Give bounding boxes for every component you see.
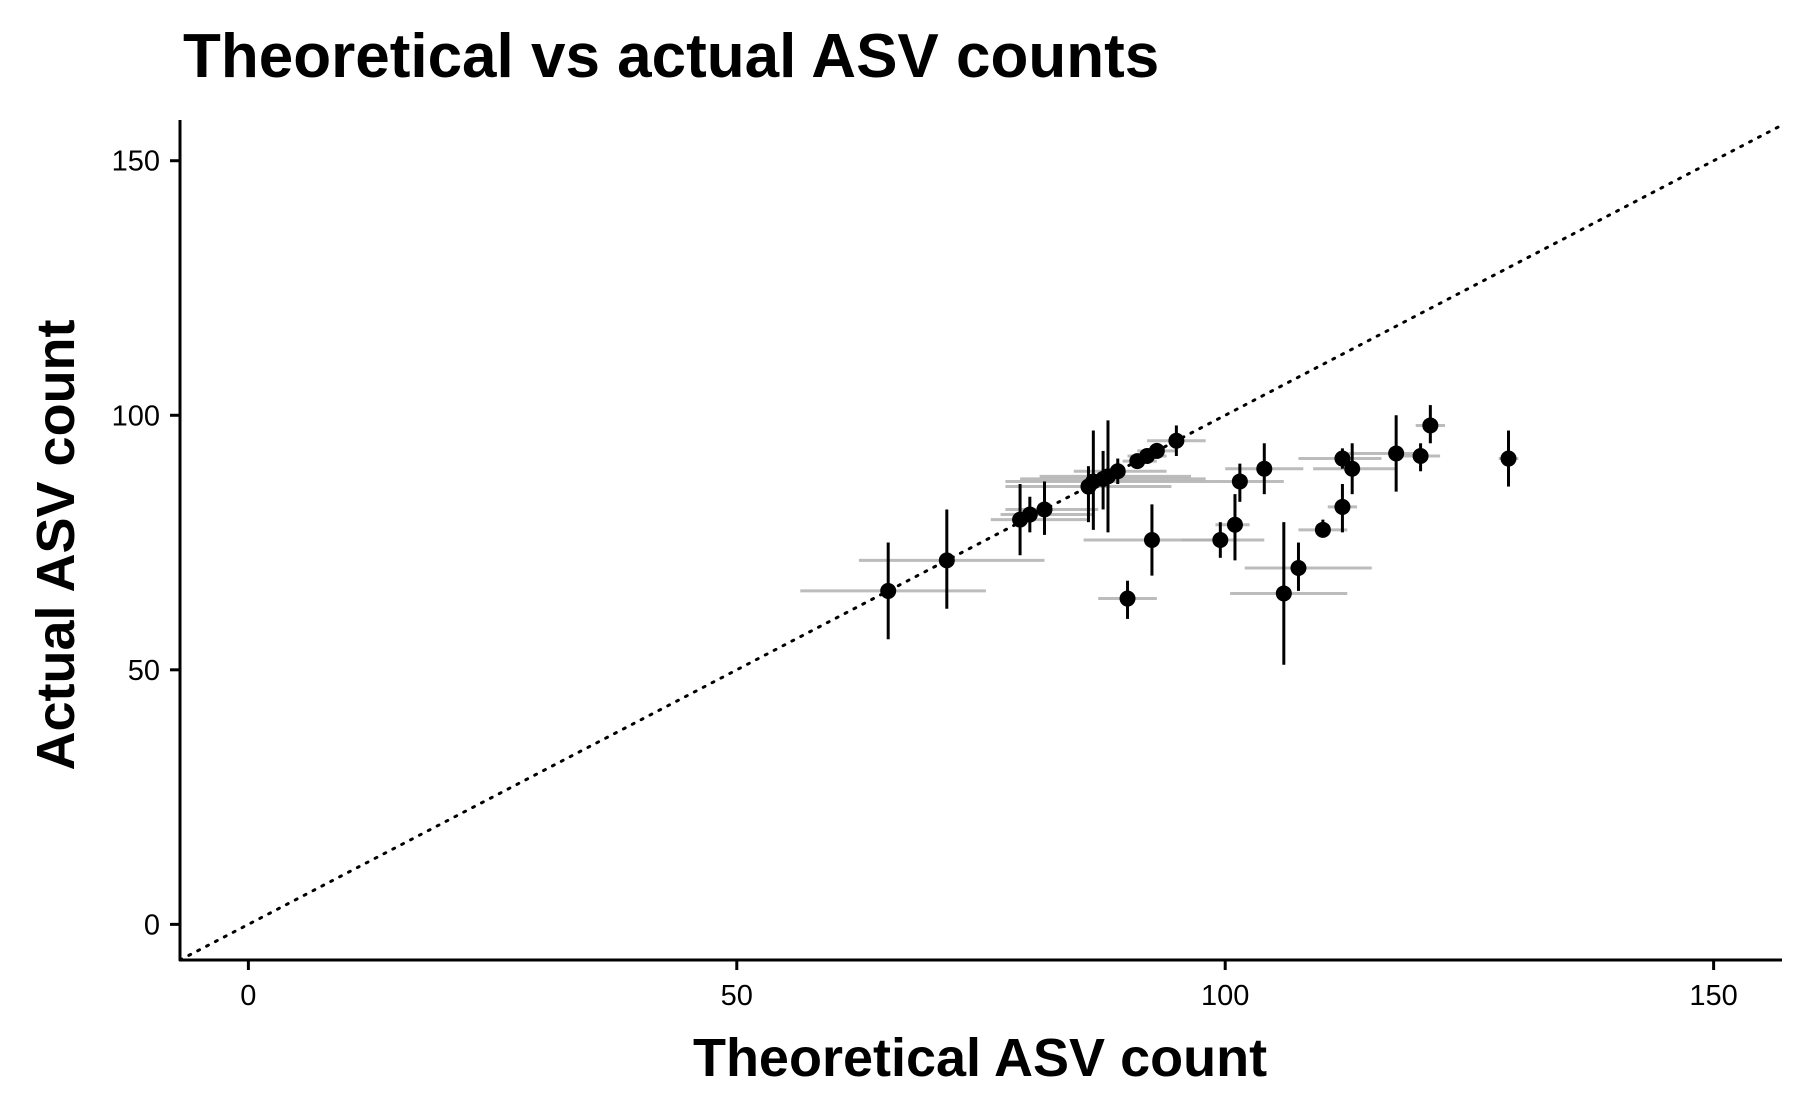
data-point — [1334, 498, 1351, 515]
y-tick-label: 50 — [128, 655, 160, 687]
data-point — [1226, 516, 1243, 533]
data-point — [1290, 560, 1307, 576]
data-point — [1500, 450, 1517, 467]
data-point — [1109, 463, 1126, 480]
x-tick-label: 100 — [1201, 980, 1249, 1012]
data-point — [1036, 501, 1053, 518]
data-point — [1334, 450, 1351, 467]
data-point — [1275, 585, 1292, 602]
data-point — [1412, 448, 1429, 464]
data-point — [1168, 432, 1185, 449]
data-point — [1256, 460, 1273, 477]
data-point — [1422, 417, 1439, 434]
y-axis-ticks: 0 50 100 150 — [112, 146, 180, 941]
y-tick-label: 100 — [112, 400, 160, 432]
data-point — [1119, 590, 1136, 607]
plot-area — [178, 123, 1784, 962]
x-tick-label: 150 — [1689, 980, 1737, 1012]
vertical-error-bars — [886, 405, 1510, 665]
y-tick-label: 0 — [144, 909, 160, 941]
y-axis-title: Actual ASV count — [26, 319, 86, 770]
data-point — [938, 552, 955, 569]
data-points — [880, 417, 1517, 607]
data-point — [1148, 442, 1165, 459]
data-point — [880, 582, 897, 599]
x-tick-label: 50 — [721, 980, 753, 1012]
x-axis-ticks: 0 50 100 150 — [240, 960, 1738, 1012]
y-tick-label: 150 — [112, 146, 160, 178]
data-point — [1231, 473, 1248, 490]
data-point — [1344, 460, 1361, 477]
identity-reference-line — [178, 123, 1784, 962]
data-point — [1212, 532, 1229, 548]
data-point — [1314, 521, 1331, 538]
axes: 0 50 100 150 0 50 100 150 — [112, 120, 1782, 1012]
data-point — [1143, 532, 1160, 548]
x-axis-title: Theoretical ASV count — [693, 1028, 1267, 1088]
x-tick-label: 0 — [240, 980, 256, 1012]
data-point — [1388, 445, 1405, 462]
chart-title: Theoretical vs actual ASV counts — [183, 22, 1159, 91]
data-point — [1021, 506, 1038, 523]
